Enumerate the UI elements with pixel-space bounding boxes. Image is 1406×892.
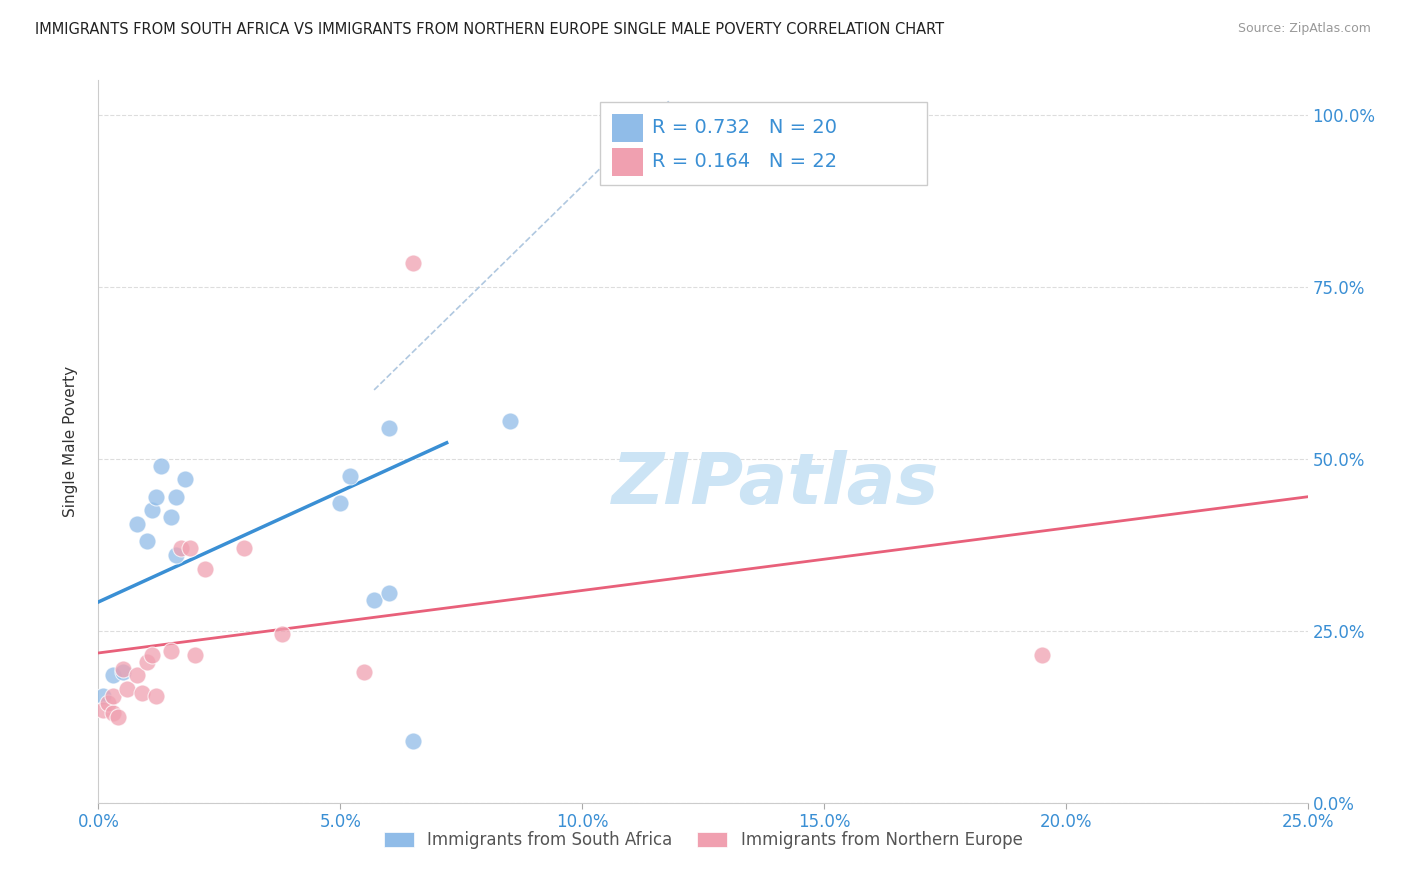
Point bbox=[329, 496, 352, 510]
Point bbox=[363, 592, 385, 607]
Point bbox=[232, 541, 254, 556]
Point bbox=[135, 655, 157, 669]
Text: Source: ZipAtlas.com: Source: ZipAtlas.com bbox=[1237, 22, 1371, 36]
Point bbox=[160, 644, 183, 658]
Point bbox=[145, 689, 167, 703]
Bar bbox=[600, 102, 927, 185]
Point bbox=[127, 517, 149, 532]
Point bbox=[91, 689, 114, 703]
Point bbox=[377, 421, 399, 435]
Text: IMMIGRANTS FROM SOUTH AFRICA VS IMMIGRANTS FROM NORTHERN EUROPE SINGLE MALE POVE: IMMIGRANTS FROM SOUTH AFRICA VS IMMIGRAN… bbox=[35, 22, 945, 37]
Point bbox=[107, 710, 129, 724]
Point bbox=[135, 534, 157, 549]
Text: ZIPatlas: ZIPatlas bbox=[612, 450, 939, 519]
Point bbox=[184, 648, 207, 662]
Point bbox=[179, 541, 201, 556]
Point bbox=[498, 414, 520, 428]
Point bbox=[169, 541, 191, 556]
Point bbox=[91, 703, 114, 717]
Bar bbox=[613, 114, 643, 142]
Point bbox=[194, 562, 217, 576]
Point bbox=[402, 734, 425, 748]
Point bbox=[111, 665, 134, 679]
Text: R = 0.732   N = 20: R = 0.732 N = 20 bbox=[652, 119, 837, 137]
Point bbox=[145, 490, 167, 504]
Point bbox=[353, 665, 375, 679]
Bar bbox=[613, 148, 643, 176]
Point bbox=[127, 668, 149, 682]
Point bbox=[101, 706, 124, 721]
Point bbox=[101, 689, 124, 703]
Y-axis label: Single Male Poverty: Single Male Poverty bbox=[63, 366, 77, 517]
Point bbox=[101, 668, 124, 682]
Point bbox=[377, 586, 399, 600]
Point bbox=[141, 503, 163, 517]
Point bbox=[174, 472, 197, 486]
Point bbox=[160, 510, 183, 524]
Point bbox=[131, 686, 153, 700]
Point bbox=[117, 682, 139, 697]
Point bbox=[150, 458, 173, 473]
Point bbox=[1031, 648, 1053, 662]
Legend: Immigrants from South Africa, Immigrants from Northern Europe: Immigrants from South Africa, Immigrants… bbox=[377, 824, 1029, 856]
Point bbox=[141, 648, 163, 662]
Point bbox=[97, 696, 120, 710]
Point bbox=[111, 662, 134, 676]
Point bbox=[716, 121, 738, 136]
Point bbox=[402, 255, 425, 269]
Point bbox=[165, 490, 187, 504]
Point bbox=[339, 469, 361, 483]
Point bbox=[271, 627, 294, 641]
Text: R = 0.164   N = 22: R = 0.164 N = 22 bbox=[652, 153, 838, 171]
Point bbox=[165, 548, 187, 562]
